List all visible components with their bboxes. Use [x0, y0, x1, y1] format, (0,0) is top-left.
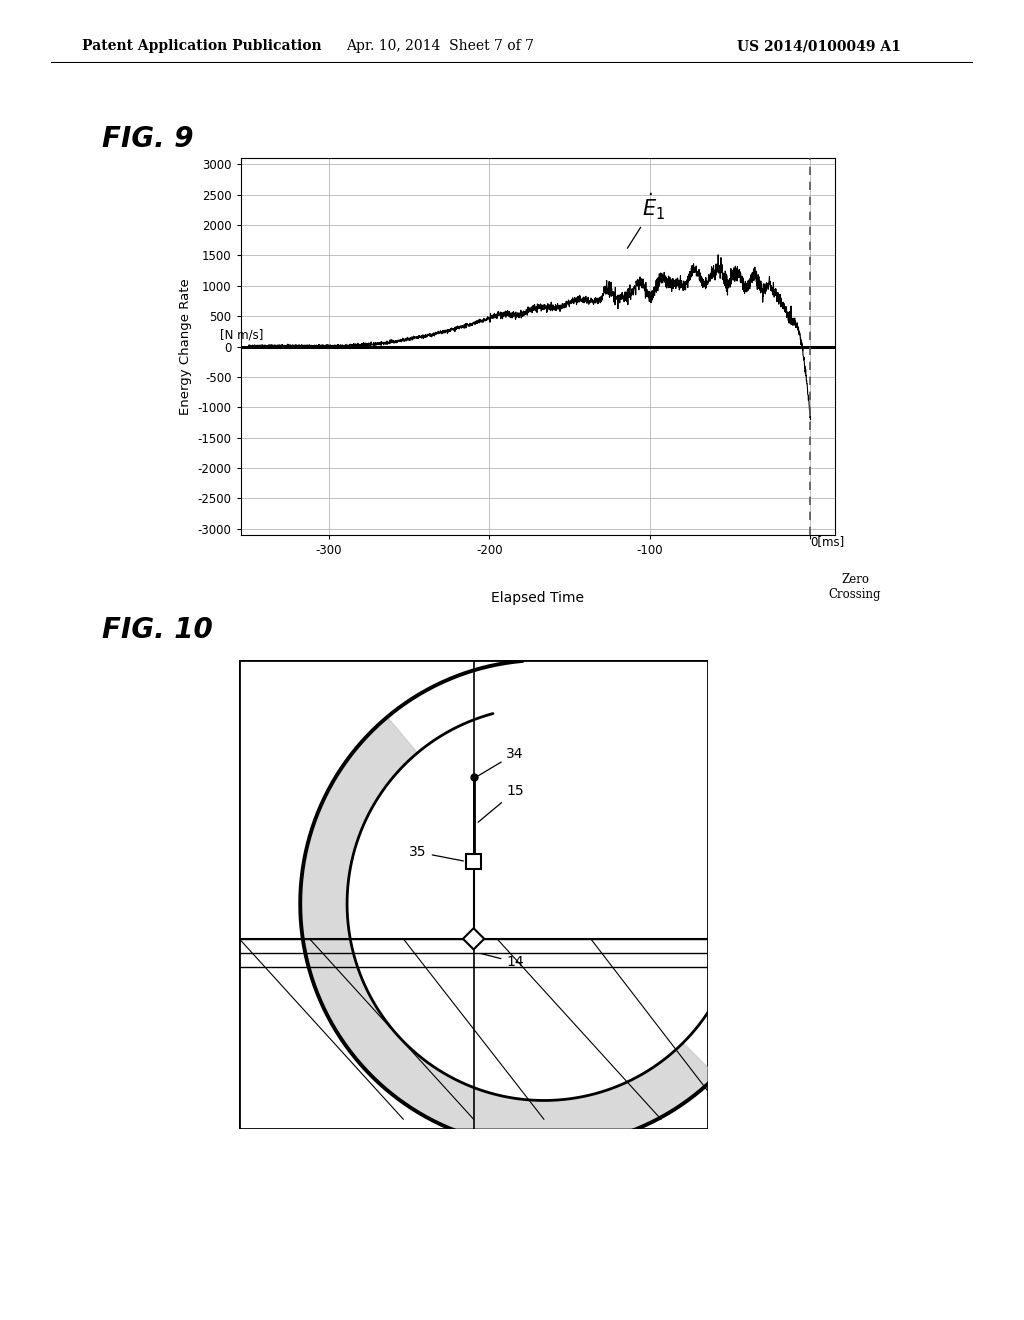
Bar [463, 928, 484, 949]
Text: FIG. 10: FIG. 10 [102, 615, 213, 644]
Text: Zero
Crossing: Zero Crossing [828, 573, 882, 601]
Text: US 2014/0100049 A1: US 2014/0100049 A1 [737, 40, 901, 53]
Text: Apr. 10, 2014  Sheet 7 of 7: Apr. 10, 2014 Sheet 7 of 7 [346, 40, 535, 53]
Text: $\dot{E}_1$: $\dot{E}_1$ [628, 191, 666, 248]
Text: 15: 15 [478, 784, 524, 822]
Text: 35: 35 [410, 845, 464, 861]
Polygon shape [300, 717, 716, 1147]
Text: 14: 14 [481, 953, 524, 969]
Bar [466, 854, 481, 869]
Text: 0[ms]: 0[ms] [810, 535, 845, 548]
Y-axis label: Energy Change Rate: Energy Change Rate [179, 279, 193, 414]
Text: [N m/s]: [N m/s] [220, 329, 263, 342]
X-axis label: Elapsed Time: Elapsed Time [492, 591, 584, 606]
Text: 34: 34 [478, 747, 524, 776]
Text: FIG. 9: FIG. 9 [102, 124, 194, 153]
Text: Patent Application Publication: Patent Application Publication [82, 40, 322, 53]
